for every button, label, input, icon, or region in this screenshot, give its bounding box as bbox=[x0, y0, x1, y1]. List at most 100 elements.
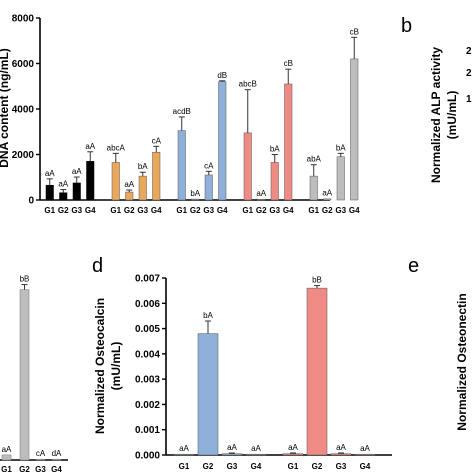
panel-a-category-label: G3 bbox=[269, 206, 280, 215]
panel-c-bar-letter: cA bbox=[36, 449, 46, 458]
panel-d: d Normalized Osteocalcin (mU/mL) 0.0000.… bbox=[92, 255, 392, 471]
panel-d-bar bbox=[245, 453, 267, 456]
panel-a-category-label: G3 bbox=[203, 206, 214, 215]
panel-d-bars: aA G1 bA G2 aA G3 aA G4 aA G1 bB G2 aA G3 aA G4 bbox=[173, 276, 376, 471]
panel-a-bar-letter: abA bbox=[307, 155, 322, 164]
panel-a-bar bbox=[284, 83, 293, 201]
panel-a-category-label: G3 bbox=[335, 206, 346, 215]
panel-c-bar-letter: aA bbox=[2, 445, 12, 454]
panel-d-ylabel-line2: (mU/mL) bbox=[109, 342, 123, 391]
panel-a-bar bbox=[309, 175, 318, 201]
panel-c-bar bbox=[1, 454, 12, 461]
panel-a-bar-letter: aA bbox=[124, 180, 134, 189]
panel-a-bar bbox=[323, 198, 332, 201]
panel-a-bar-letter: aA bbox=[72, 167, 82, 176]
panel-d-category-label: G2 bbox=[203, 462, 214, 471]
panel-letter-e: e bbox=[408, 255, 419, 277]
panel-a-bar-letter: abcA bbox=[107, 143, 126, 152]
panel-d-bar-letter: aA bbox=[360, 444, 370, 453]
panel-a-category-label: G1 bbox=[44, 206, 55, 215]
panel-d-bar-letter: bA bbox=[203, 311, 213, 320]
panel-d-category-label: G2 bbox=[312, 462, 323, 471]
panel-a-bar-letter: abcB bbox=[239, 80, 257, 89]
panel-a-bar-letter: aA bbox=[256, 189, 266, 198]
panel-a-category-label: G2 bbox=[322, 206, 333, 215]
panel-c-bar bbox=[51, 458, 62, 461]
panel-d-category-label: G1 bbox=[288, 462, 299, 471]
panel-a-bar-letter: bA bbox=[336, 143, 346, 152]
panel-letter-d: d bbox=[92, 255, 103, 277]
panel-b-tick-0: 2 bbox=[466, 46, 472, 57]
panel-d-bar bbox=[282, 453, 304, 456]
panel-a-bar bbox=[350, 58, 359, 201]
panel-c-category-label: G3 bbox=[35, 465, 46, 474]
panel-d-category-label: G3 bbox=[227, 462, 238, 471]
panel-a-bar-letter: aA bbox=[45, 169, 55, 178]
panel-a-bars: aAG1aAG2aAG3aAG4abcAG1aAG2bAG3cAG4acdBG1… bbox=[44, 27, 360, 215]
panel-d-y-ticks: 0.000 0.001 0.002 0.003 0.004 0.005 0.006 0.007 bbox=[135, 274, 166, 462]
panel-d-category-label: G4 bbox=[251, 462, 262, 471]
panel-a-bar bbox=[45, 184, 54, 201]
panel-a-category-label: G2 bbox=[58, 206, 69, 215]
panel-d-bar bbox=[197, 333, 219, 456]
panel-a-category-label: G4 bbox=[151, 206, 162, 215]
panel-a-ytick-label: 0 bbox=[28, 196, 34, 207]
panel-a-bar-letter: dB bbox=[217, 71, 227, 80]
panel-a-bar bbox=[270, 162, 279, 201]
panel-a-ytick-label: 6000 bbox=[12, 59, 35, 70]
panel-d-bar bbox=[354, 453, 376, 456]
panel-d-ytick-label: 0.002 bbox=[135, 400, 160, 411]
panel-a-category-label: G2 bbox=[190, 206, 201, 215]
panel-d-bar bbox=[306, 287, 328, 456]
panel-d-category-label: G1 bbox=[179, 462, 190, 471]
panel-d-bar bbox=[173, 453, 195, 456]
panel-a: DNA content (ng/mL) 0 2000 4000 6000 8000 aA… bbox=[0, 14, 360, 216]
panel-a-bar bbox=[86, 161, 95, 201]
panel-a-bar bbox=[204, 174, 213, 201]
panel-a-y-ticks: 0 2000 4000 6000 8000 bbox=[12, 14, 40, 207]
panel-a-ylabel: DNA content (ng/mL) bbox=[0, 48, 11, 168]
panel-a-category-label: G2 bbox=[256, 206, 267, 215]
panel-a-bar bbox=[152, 151, 161, 201]
panel-c-bar-letter: dA bbox=[52, 449, 62, 458]
panel-b-tick-1: 2 bbox=[466, 68, 472, 79]
panel-a-bar-letter: cA bbox=[204, 161, 214, 170]
panel-d-ylabel-line1: Normalized Osteocalcin bbox=[93, 298, 107, 434]
panel-a-bar bbox=[177, 130, 186, 201]
panel-c: aA G1 bB G2 cA G3 dA G4 bbox=[0, 275, 68, 474]
panel-b-tick-2: 1 bbox=[466, 94, 472, 105]
panel-a-bar-letter: bA bbox=[190, 189, 200, 198]
panel-d-category-label: G4 bbox=[360, 462, 371, 471]
panel-a-bar bbox=[191, 198, 200, 201]
panel-d-bar-letter: bB bbox=[312, 276, 322, 285]
panel-a-bar-letter: cB bbox=[350, 27, 359, 36]
panel-d-ytick-label: 0.006 bbox=[135, 299, 160, 310]
panel-c-bars: aA G1 bB G2 cA G3 dA G4 bbox=[1, 275, 62, 474]
panel-c-category-label: G2 bbox=[19, 465, 30, 474]
panel-a-bar-letter: acdB bbox=[173, 107, 191, 116]
panel-a-bar-letter: cA bbox=[152, 136, 162, 145]
panel-a-bar bbox=[111, 162, 120, 201]
panel-c-bar-letter: bB bbox=[20, 275, 30, 284]
panel-d-bar-letter: aA bbox=[227, 443, 237, 452]
panel-a-category-label: G4 bbox=[283, 206, 294, 215]
panel-a-bar-letter: aA bbox=[322, 189, 332, 198]
panel-a-category-label: G1 bbox=[110, 206, 121, 215]
panel-a-bar bbox=[72, 182, 81, 201]
panel-c-category-label: G4 bbox=[51, 465, 62, 474]
panel-d-bar bbox=[221, 453, 243, 456]
panel-d-bar bbox=[330, 453, 352, 456]
panel-a-bar-letter: bA bbox=[270, 145, 280, 154]
panel-d-ytick-label: 0.004 bbox=[135, 349, 160, 360]
panel-d-ytick-label: 0.007 bbox=[135, 274, 160, 285]
panel-c-bar bbox=[35, 458, 46, 461]
panel-b-ylabel-line2: (mU/mL) bbox=[445, 91, 459, 140]
panel-a-bar-letter: aA bbox=[58, 180, 68, 189]
panel-d-ytick-label: 0.005 bbox=[135, 324, 160, 335]
panel-a-bar-letter: bA bbox=[138, 162, 148, 171]
panel-d-bar-letter: aA bbox=[336, 443, 346, 452]
panel-e: e Normalized Osteonectin bbox=[408, 255, 469, 431]
panel-a-category-label: G1 bbox=[176, 206, 187, 215]
panel-a-bar bbox=[257, 198, 266, 201]
